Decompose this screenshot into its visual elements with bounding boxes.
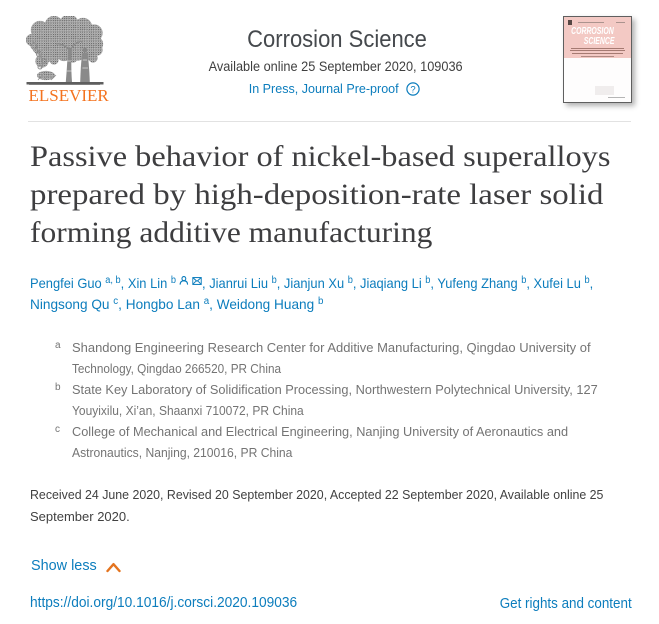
svg-text:?: ?: [411, 84, 416, 95]
